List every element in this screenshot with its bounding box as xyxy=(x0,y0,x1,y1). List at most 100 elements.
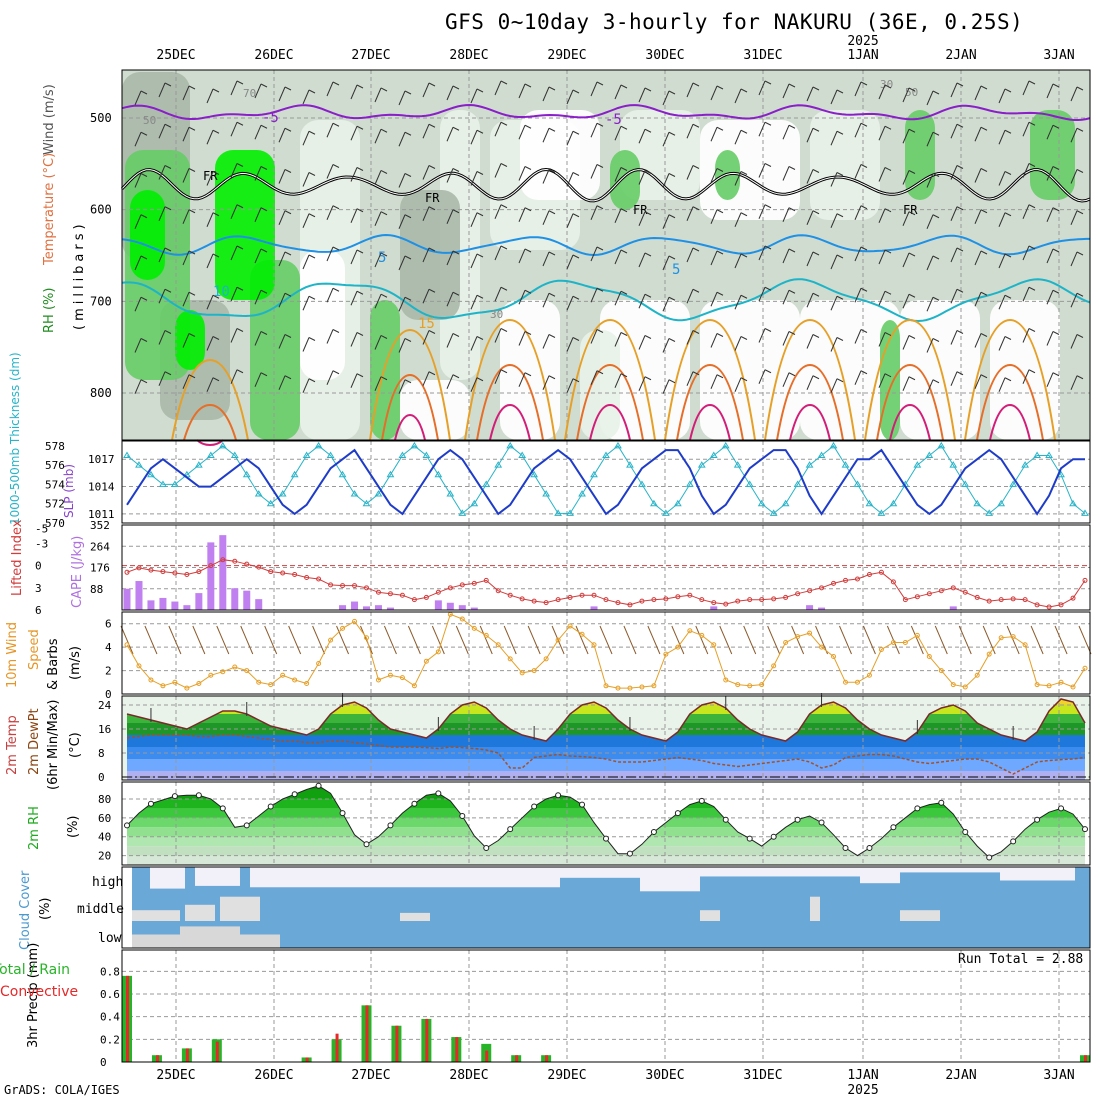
wind-barb-staff xyxy=(350,126,358,141)
cloud-high-clear xyxy=(150,867,185,889)
wind-barb-staff xyxy=(206,212,214,227)
wind-barb xyxy=(542,292,556,308)
wind-barb xyxy=(374,335,388,350)
wind-barb-feather xyxy=(452,168,460,172)
rh2m-point xyxy=(674,810,681,817)
wind-barb-feather xyxy=(188,209,196,214)
rh-region xyxy=(500,300,560,440)
wind-barb-staff xyxy=(854,246,862,262)
cape-bar xyxy=(207,542,215,610)
wind-barb xyxy=(278,334,292,349)
wind-barb xyxy=(974,168,988,183)
wind-barb xyxy=(182,250,196,266)
wind-barb-staff xyxy=(854,81,862,97)
wind-barb xyxy=(926,379,940,394)
wind-barb-staff xyxy=(710,209,718,224)
wind-barb-staff xyxy=(806,128,814,143)
wind-barb-feather xyxy=(932,131,940,136)
rh2m-point xyxy=(483,845,490,852)
rh2m-point xyxy=(555,792,562,799)
wind10m-barb xyxy=(431,625,445,655)
wind-barb xyxy=(1046,289,1060,305)
wind-barb xyxy=(470,88,484,104)
wind-barb-staff xyxy=(638,129,646,144)
isotherm-25 xyxy=(689,403,731,441)
wind-barb-feather xyxy=(404,90,412,95)
li-point xyxy=(699,597,705,603)
wind-barb-staff xyxy=(998,336,1006,351)
wind-barb-staff xyxy=(206,295,214,310)
wind-barb xyxy=(878,332,892,347)
wind-barb xyxy=(590,287,604,303)
wind10m-point xyxy=(160,683,166,689)
wind-barb xyxy=(134,214,148,229)
wind-barb xyxy=(662,338,676,353)
wind-barb xyxy=(758,80,772,96)
wind-barb-staff xyxy=(758,122,766,137)
rh2m-point xyxy=(363,841,370,848)
cape-bar xyxy=(351,601,359,610)
wind10m-point xyxy=(423,658,429,664)
wind-barb-feather xyxy=(932,255,940,260)
wind-barb-feather xyxy=(428,247,436,252)
wind10m-point xyxy=(328,637,334,643)
rh2m-point xyxy=(818,819,825,826)
wind-barb-staff xyxy=(566,296,574,311)
wind-barb-feather xyxy=(620,208,628,213)
wind10m-barb xyxy=(1006,625,1020,655)
wind10m-point xyxy=(603,683,609,689)
wind-barb-feather xyxy=(980,333,988,337)
cape-bar xyxy=(374,605,382,610)
wind-barb xyxy=(830,130,844,146)
wind-barb xyxy=(926,131,940,147)
wind-barb-staff xyxy=(326,205,334,220)
wind10m-point xyxy=(435,649,441,655)
rh-region xyxy=(520,110,600,200)
li-point xyxy=(411,597,417,603)
wind-barb-feather xyxy=(500,245,508,250)
wind10m-frame xyxy=(121,611,1091,695)
wind-barb-staff xyxy=(374,211,382,226)
li-point xyxy=(711,600,717,606)
wind-barb xyxy=(902,335,916,350)
wind10m-barb xyxy=(934,625,948,655)
wind-barb xyxy=(974,250,988,266)
wind-barb xyxy=(974,291,988,307)
wind-barb-staff xyxy=(566,254,574,270)
wind-barb xyxy=(350,84,364,100)
wind-barb-staff xyxy=(158,124,166,139)
wind10m-point xyxy=(387,672,393,678)
date-label-bottom: 29DEC xyxy=(547,1068,587,1083)
wind-barb xyxy=(470,212,484,227)
wind10m-point xyxy=(256,679,262,685)
wind-barb xyxy=(662,296,676,312)
wind-barb xyxy=(326,246,340,262)
pressure-tick-label: 800 xyxy=(90,386,112,400)
wind-barb-staff xyxy=(230,163,238,178)
wind-barb-feather xyxy=(1076,292,1084,297)
year-label-top: 2025 xyxy=(847,34,879,49)
wind-barb-feather xyxy=(1052,207,1060,212)
li-point xyxy=(878,569,884,575)
li-point xyxy=(1046,604,1052,610)
wind-barb-staff xyxy=(398,132,406,147)
wind-barb-staff xyxy=(590,246,598,262)
wind10m-barb xyxy=(767,625,781,655)
wind-barb-staff xyxy=(350,373,358,388)
precip-total-label: Total / Rain xyxy=(0,962,70,978)
wind-barb xyxy=(1022,369,1036,384)
wind-barb xyxy=(398,173,412,188)
wind-barb-staff xyxy=(734,295,742,310)
wind-barb xyxy=(326,81,340,97)
wind-barb-staff xyxy=(806,210,814,225)
wind-barb-staff xyxy=(614,84,622,100)
wind-barb-feather xyxy=(380,128,388,133)
wind10m-barb xyxy=(862,625,876,655)
wind-barb xyxy=(950,288,964,304)
wind-barb-staff xyxy=(950,165,958,180)
thickness-point xyxy=(1021,461,1030,468)
wind-barb xyxy=(614,290,628,306)
li-point xyxy=(723,601,729,607)
wind-barb-staff xyxy=(734,88,742,104)
wind-barb xyxy=(326,164,340,179)
